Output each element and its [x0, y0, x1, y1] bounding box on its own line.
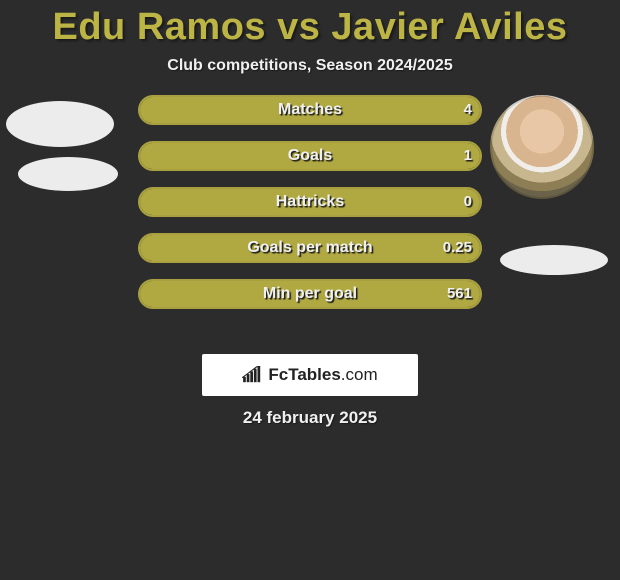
logo-name: FcTables: [268, 365, 340, 384]
stat-row: Goals1: [138, 141, 482, 171]
stat-value-right: 1: [464, 141, 472, 171]
page-title: Edu Ramos vs Javier Aviles: [0, 0, 620, 49]
stat-label: Hattricks: [138, 187, 482, 217]
stat-row: Min per goal561: [138, 279, 482, 309]
stat-value-right: 561: [447, 279, 472, 309]
stat-label: Matches: [138, 95, 482, 125]
stat-bars: Matches4Goals1Hattricks0Goals per match0…: [138, 95, 482, 325]
player-left-column: [0, 95, 130, 335]
player-left-avatar-placeholder: [6, 101, 114, 147]
player-left-club-placeholder: [18, 157, 118, 191]
stat-value-right: 0.25: [443, 233, 472, 263]
stat-label: Goals: [138, 141, 482, 171]
player-right-avatar: [490, 95, 594, 199]
comparison-infographic: Edu Ramos vs Javier Aviles Club competit…: [0, 0, 620, 580]
stat-row: Matches4: [138, 95, 482, 125]
stat-label: Goals per match: [138, 233, 482, 263]
source-logo: FcTables.com: [202, 354, 418, 396]
stat-value-right: 4: [464, 95, 472, 125]
content-area: Matches4Goals1Hattricks0Goals per match0…: [0, 95, 620, 335]
stat-row: Hattricks0: [138, 187, 482, 217]
source-logo-text: FcTables.com: [268, 365, 377, 385]
player-right-column: [490, 95, 620, 335]
stat-row: Goals per match0.25: [138, 233, 482, 263]
snapshot-date: 24 february 2025: [0, 408, 620, 428]
logo-domain: .com: [341, 365, 378, 384]
chart-bars-icon: [242, 366, 264, 384]
page-subtitle: Club competitions, Season 2024/2025: [0, 57, 620, 75]
player-right-club-placeholder: [500, 245, 608, 275]
stat-value-right: 0: [464, 187, 472, 217]
stat-label: Min per goal: [138, 279, 482, 309]
